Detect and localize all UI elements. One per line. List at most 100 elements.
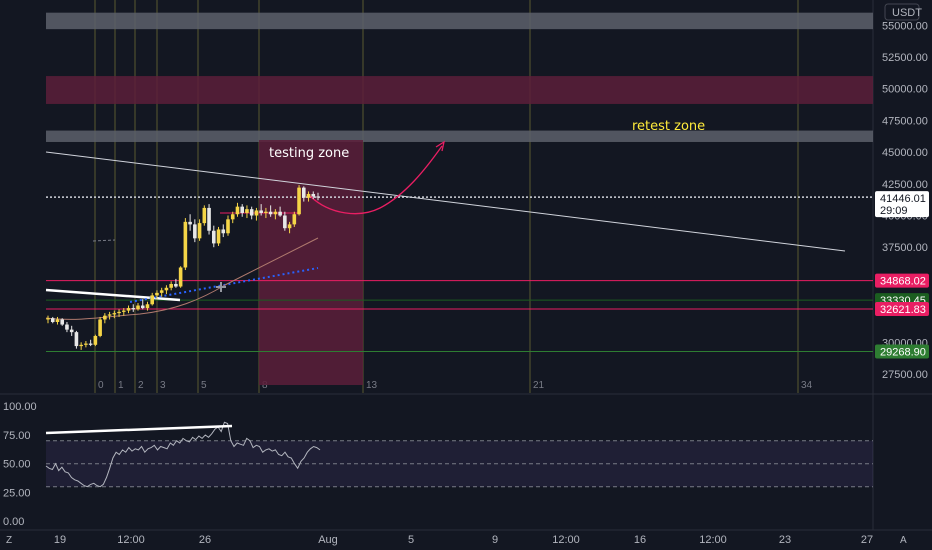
candle-down: [131, 308, 136, 310]
price-tick-label: 52500.00: [882, 52, 928, 64]
price-tick-label: 55000.00: [882, 20, 928, 32]
candle-up: [164, 287, 169, 291]
candle-down: [50, 318, 55, 323]
rsi-divergence-line: [45, 424, 233, 435]
candle-up: [98, 319, 102, 336]
rsi-tick-label: 75.00: [3, 430, 31, 442]
support-trend-line: [45, 288, 181, 302]
axis-layer: 27500.0030000.0032500.0035000.0037500.00…: [3, 3, 929, 546]
retest-zone-label: retest zone: [632, 119, 705, 134]
time-tick-label: 16: [634, 534, 646, 546]
price-tick-label: 50000.00: [882, 84, 928, 96]
testing-zone-label: testing zone: [269, 146, 349, 161]
candle-up: [126, 308, 131, 311]
candle-down: [65, 324, 69, 330]
candle-up: [273, 211, 278, 215]
current-price-countdown: 29:09: [880, 205, 908, 217]
rsi-line: [45, 421, 321, 488]
price-level-tag: [875, 302, 929, 317]
drawings-layer: [45, 140, 873, 353]
rsi-tick-label: 50.00: [3, 459, 31, 471]
time-tick-label: 27: [861, 534, 873, 546]
candle-down: [211, 230, 216, 244]
time-tick-label: 23: [779, 534, 791, 546]
candle-up: [117, 311, 121, 314]
candle-down: [140, 305, 145, 309]
candle-down: [249, 209, 254, 216]
timezone-icon: Z: [6, 535, 12, 546]
candles-layer: [46, 185, 320, 350]
time-tick-label: 9: [492, 534, 498, 546]
fib-time-label: 3: [160, 380, 166, 391]
time-tick-label: 12:00: [117, 534, 145, 546]
candle-up: [306, 193, 311, 198]
candle-down: [174, 283, 178, 287]
candle-up: [46, 318, 50, 320]
candle-up: [103, 315, 107, 320]
price-tick-label: 42500.00: [882, 179, 928, 191]
price-zone: [46, 130, 873, 142]
candle-down: [240, 206, 245, 213]
time-tick-label: 19: [54, 534, 66, 546]
time-tick-label: 12:00: [552, 534, 580, 546]
candle-up: [136, 305, 140, 310]
candle-up: [202, 207, 207, 224]
candle-up: [107, 314, 112, 316]
candle-down: [259, 210, 263, 213]
candle-up: [235, 206, 240, 215]
auto-scale-icon: A: [900, 535, 907, 546]
price-level-tag-label: 32621.83: [880, 304, 926, 316]
candle-up: [112, 313, 117, 315]
moving-average: [45, 237, 319, 320]
candle-down: [268, 211, 273, 215]
candle-down: [60, 319, 65, 325]
candle-up: [216, 229, 221, 244]
rsi-tick-label: 25.00: [3, 487, 31, 499]
candle-down: [316, 196, 320, 198]
dashed-mark: [92, 239, 116, 242]
price-tick-label: 27500.00: [882, 369, 928, 381]
fib-time-label: 2: [138, 380, 144, 391]
projection-arrow-head: [435, 140, 445, 152]
candle-up: [226, 219, 230, 234]
current-price-tag: [875, 191, 929, 218]
candle-down: [88, 343, 93, 345]
price-level-tag-label: 29268.90: [880, 347, 926, 359]
fib-time-label: 5: [201, 380, 207, 391]
fib-time-label: 8: [262, 380, 268, 391]
candle-down: [311, 193, 316, 197]
candle-up: [79, 344, 83, 347]
testing-zone-box: [259, 140, 363, 385]
candle-up: [150, 295, 155, 305]
price-level-tag-label: 34868.02: [880, 276, 926, 288]
candle-down: [221, 229, 226, 234]
fib-time-label: 0: [98, 380, 104, 391]
candle-up: [183, 221, 188, 268]
candle-up: [245, 209, 249, 213]
fib-time-label: 13: [366, 380, 378, 391]
price-tick-label: 37500.00: [882, 242, 928, 254]
price-tick-label: 45000.00: [882, 147, 928, 159]
currency-label[interactable]: USDT: [892, 7, 922, 19]
rsi-tick-label: 100.00: [3, 401, 37, 413]
trend-line: [45, 151, 846, 252]
price-zone: [46, 76, 873, 104]
candle-up: [197, 223, 202, 239]
time-tick-label: 26: [199, 534, 211, 546]
candle-up: [254, 210, 259, 216]
candle-down: [301, 187, 306, 198]
price-level-tag: [875, 344, 929, 359]
candle-up: [55, 319, 60, 323]
candle-down: [69, 329, 74, 333]
candle-up: [159, 290, 164, 293]
currency-box: [884, 3, 920, 21]
candle-down: [283, 215, 287, 229]
candle-up: [297, 187, 301, 215]
fib-time-label: 34: [801, 380, 813, 391]
candle-up: [121, 310, 126, 312]
rsi-tick-label: 0.00: [3, 516, 24, 528]
projection-curve: [309, 145, 443, 215]
candle-up: [84, 343, 88, 345]
candle-down: [193, 224, 197, 239]
